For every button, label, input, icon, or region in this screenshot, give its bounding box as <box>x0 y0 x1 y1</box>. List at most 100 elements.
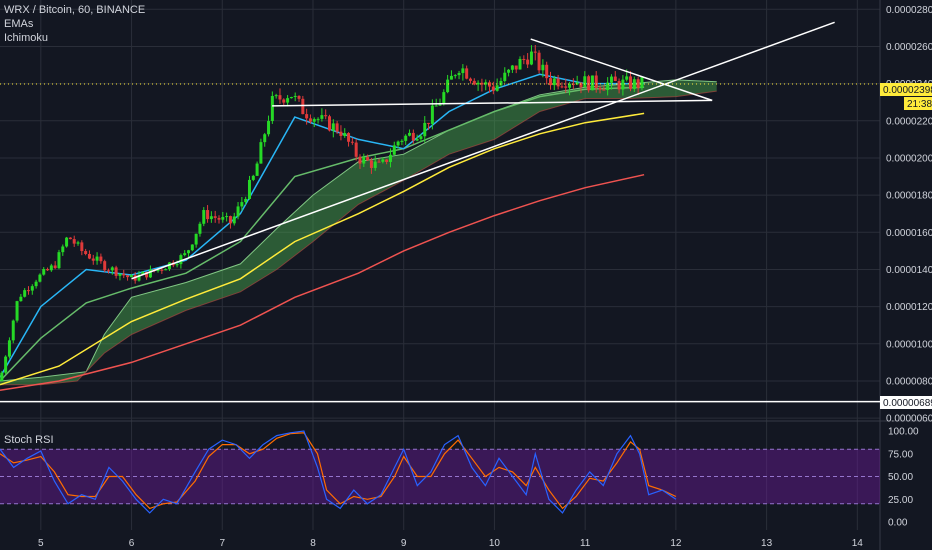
candle-body <box>148 269 152 278</box>
candle-body <box>34 281 38 287</box>
candle-body <box>427 122 431 124</box>
ema-fast-line <box>0 73 645 378</box>
candle-body <box>87 253 91 259</box>
candle-body <box>411 132 415 141</box>
candle-body <box>286 98 290 103</box>
candle-body <box>518 58 522 70</box>
x-tick-label: 12 <box>670 538 682 549</box>
candle-body <box>126 275 130 278</box>
candle-body <box>26 290 30 292</box>
candle-body <box>84 251 88 254</box>
trendlines[interactable] <box>0 21 880 403</box>
candle-body <box>11 320 15 341</box>
candle-body <box>419 136 423 139</box>
trendline-1[interactable] <box>131 21 835 280</box>
candle-body <box>324 115 328 117</box>
stoch-band <box>0 449 880 504</box>
candle-body <box>350 141 354 143</box>
candle-body <box>529 51 533 65</box>
candle-body <box>91 258 95 261</box>
candle-body <box>617 81 621 90</box>
indicator-emas[interactable]: EMAs <box>4 18 34 30</box>
candle-body <box>442 92 446 104</box>
candles <box>0 44 644 382</box>
candle-body <box>632 79 636 89</box>
candle-body <box>587 76 591 91</box>
trendline-2[interactable] <box>272 99 713 107</box>
candle-body <box>228 216 232 224</box>
candle-body <box>613 76 617 82</box>
candle-body <box>331 123 335 131</box>
candle-body <box>122 273 126 276</box>
candle-body <box>583 76 587 88</box>
candle-body <box>308 118 312 122</box>
candle-body <box>495 85 499 91</box>
candle-body <box>114 267 118 276</box>
candle-body <box>46 269 50 271</box>
indicator-ichimoku[interactable]: Ichimoku <box>4 32 49 44</box>
candle-body <box>590 75 594 91</box>
candle-body <box>190 244 194 251</box>
x-tick-label: 8 <box>310 538 316 549</box>
candle-body <box>213 216 217 218</box>
candle-body <box>293 95 297 98</box>
candle-body <box>373 161 377 168</box>
stoch-rsi-title[interactable]: Stoch RSI <box>4 434 54 446</box>
candle-body <box>167 262 171 270</box>
last-price-label: 0.00002398 <box>883 85 932 96</box>
candle-body <box>107 270 111 272</box>
candle-body <box>488 82 492 87</box>
symbol-title[interactable]: WRX / Bitcoin, 60, BINANCE <box>4 4 146 16</box>
candle-body <box>0 372 4 381</box>
candle-body <box>225 216 229 218</box>
candle-body <box>537 52 541 71</box>
candle-body <box>594 75 598 88</box>
candle-body <box>526 59 530 65</box>
candle-body <box>457 73 461 76</box>
candle-body <box>282 99 286 103</box>
candle-body <box>53 265 57 269</box>
stoch-tick-label: 50.00 <box>888 472 913 483</box>
candle-body <box>369 160 373 168</box>
candle-body <box>629 76 633 89</box>
candle-body <box>49 265 53 271</box>
candle-body <box>552 78 556 86</box>
candle-body <box>621 79 625 90</box>
candle-body <box>301 98 305 115</box>
candle-body <box>533 51 537 53</box>
candle-body <box>484 82 488 85</box>
candle-body <box>347 133 351 142</box>
candle-body <box>129 275 133 278</box>
candle-body <box>396 141 400 146</box>
candle-body <box>206 210 210 220</box>
ema-long-line <box>0 173 645 392</box>
candle-body <box>263 134 267 143</box>
candle-body <box>343 133 347 136</box>
countdown-badge <box>904 97 932 110</box>
candle-body <box>514 65 518 70</box>
candle-body <box>568 83 572 88</box>
x-tick-label: 14 <box>852 538 864 549</box>
candle-body <box>15 301 19 321</box>
candle-body <box>72 239 76 244</box>
x-tick-label: 5 <box>38 538 44 549</box>
candle-body <box>503 72 507 81</box>
candle-body <box>449 75 453 80</box>
candle-body <box>305 114 309 119</box>
ema-lines <box>0 73 645 392</box>
candle-body <box>209 216 213 220</box>
candle-body <box>251 175 255 180</box>
hline-price-label: 0.00000689 <box>883 398 932 409</box>
candle-body <box>385 159 389 162</box>
candle-body <box>202 210 206 224</box>
candle-body <box>328 116 332 131</box>
candle-body <box>278 95 282 100</box>
trendline-3[interactable] <box>530 38 713 102</box>
candle-body <box>76 242 80 244</box>
chart-legend: WRX / Bitcoin, 60, BINANCE EMAs Ichimoku <box>4 3 145 45</box>
